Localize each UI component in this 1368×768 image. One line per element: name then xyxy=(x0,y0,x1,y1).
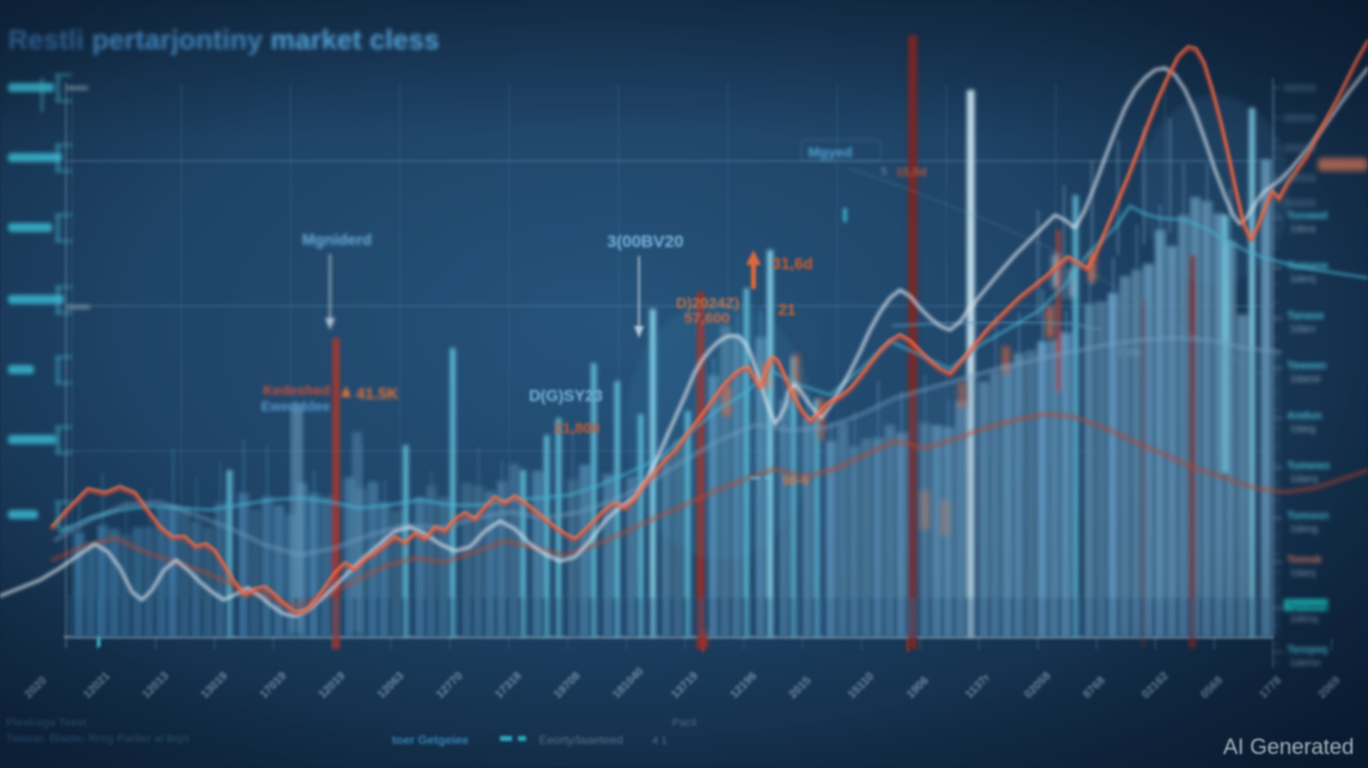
svg-text:AI Generated: AI Generated xyxy=(1223,734,1354,759)
